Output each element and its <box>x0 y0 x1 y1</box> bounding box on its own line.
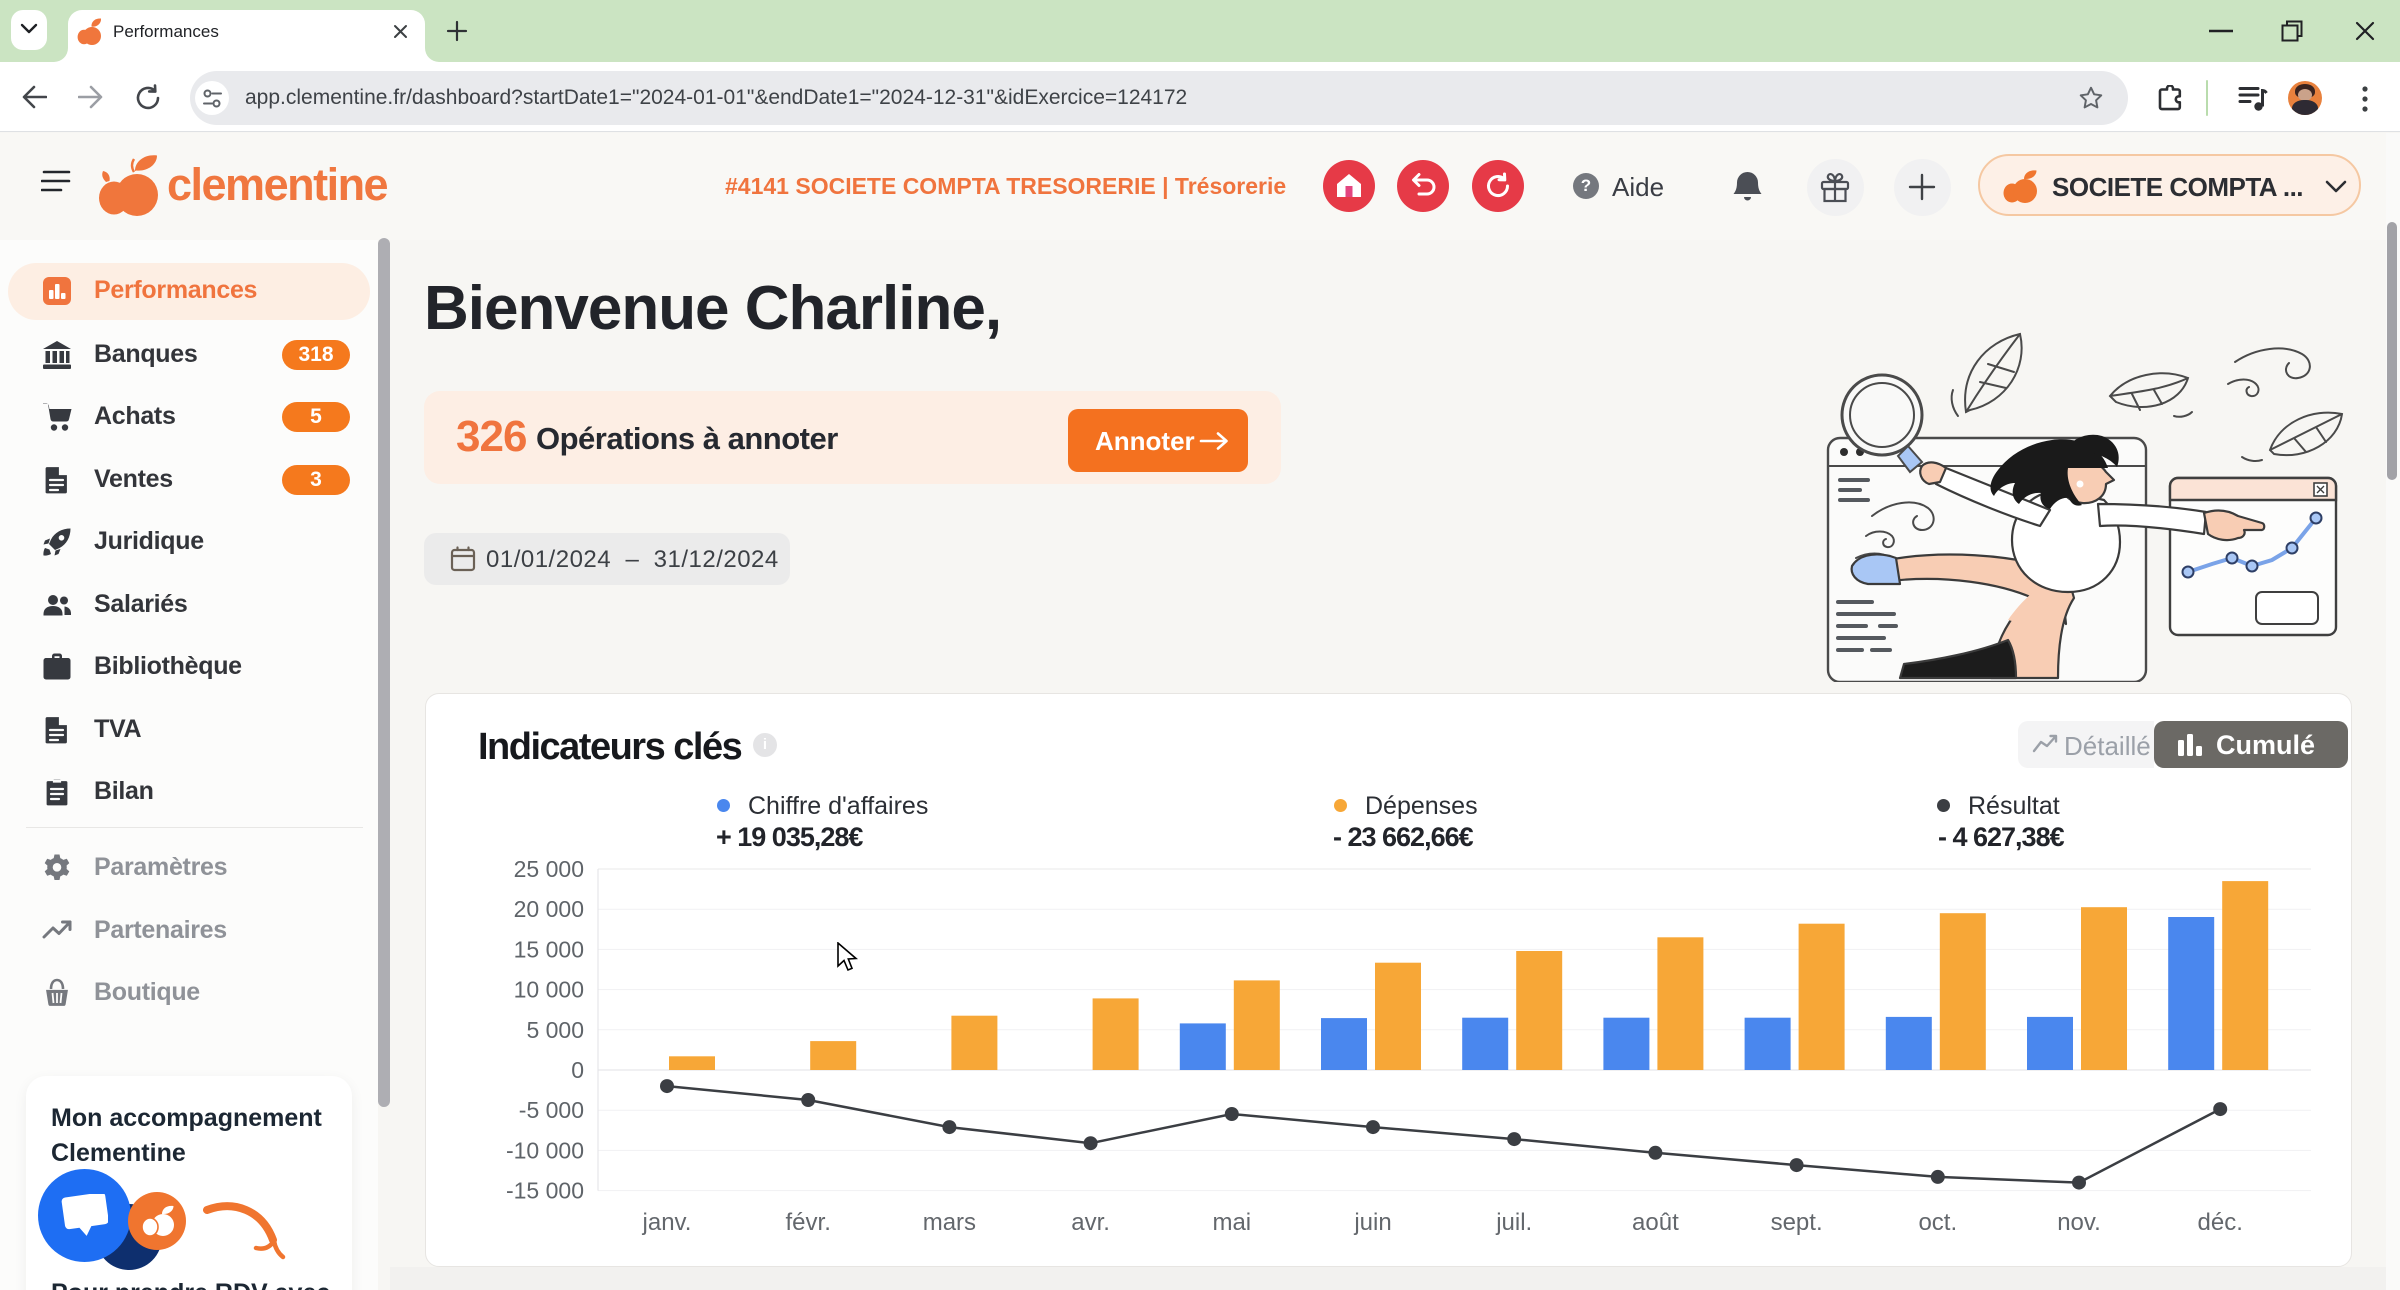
svg-text:janv.: janv. <box>642 1209 692 1236</box>
svg-text:oct.: oct. <box>1918 1209 1957 1236</box>
svg-text:-5 000: -5 000 <box>519 1097 584 1123</box>
svg-text:5 000: 5 000 <box>526 1017 584 1043</box>
svg-text:25 000: 25 000 <box>514 856 584 882</box>
svg-text:20 000: 20 000 <box>514 896 584 922</box>
svg-text:avr.: avr. <box>1071 1209 1110 1236</box>
svg-text:10 000: 10 000 <box>514 977 584 1003</box>
svg-text:mars: mars <box>923 1209 976 1236</box>
svg-text:nov.: nov. <box>2057 1209 2101 1236</box>
svg-text:juil.: juil. <box>1495 1209 1532 1236</box>
svg-text:-10 000: -10 000 <box>506 1137 584 1163</box>
svg-text:août: août <box>1632 1209 1679 1236</box>
svg-text:-15 000: -15 000 <box>506 1178 584 1204</box>
svg-text:mai: mai <box>1212 1209 1251 1236</box>
svg-text:févr.: févr. <box>786 1209 831 1236</box>
svg-text:sept.: sept. <box>1771 1209 1823 1236</box>
svg-text:juin: juin <box>1353 1209 1391 1236</box>
svg-text:0: 0 <box>571 1057 584 1083</box>
svg-text:15 000: 15 000 <box>514 936 584 962</box>
svg-text:déc.: déc. <box>2198 1209 2243 1236</box>
